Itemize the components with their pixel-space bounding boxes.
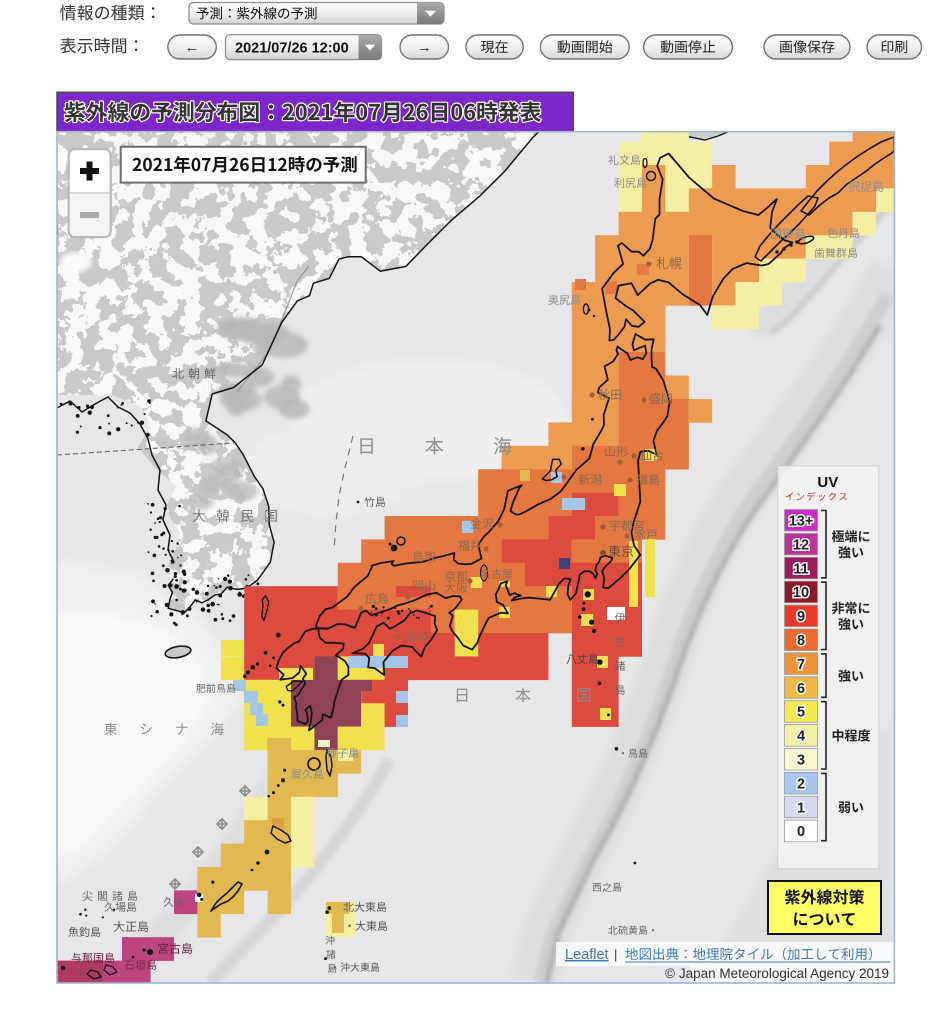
svg-text:12: 12 — [793, 537, 809, 553]
svg-text:8: 8 — [797, 633, 805, 649]
svg-text:5: 5 — [797, 705, 805, 721]
svg-text:|: | — [614, 947, 617, 962]
svg-text:11: 11 — [793, 561, 808, 577]
svg-text:UV: UV — [817, 474, 838, 491]
svg-text:4: 4 — [797, 729, 805, 745]
svg-text:2021/07/26 12:00: 2021/07/26 12:00 — [235, 41, 349, 57]
svg-text:© Japan Meteorological Agency: © Japan Meteorological Agency 2019 — [665, 966, 889, 981]
svg-text:13+: 13+ — [789, 514, 814, 530]
svg-text:Leaflet: Leaflet — [565, 947, 609, 963]
svg-text:9: 9 — [797, 609, 805, 625]
svg-text:10: 10 — [793, 585, 809, 601]
svg-text:1: 1 — [797, 800, 805, 816]
svg-text:←: ← — [185, 39, 200, 56]
svg-text:3: 3 — [797, 753, 805, 769]
svg-text:7: 7 — [797, 657, 805, 673]
svg-text:→: → — [417, 39, 432, 56]
svg-text:6: 6 — [797, 681, 805, 697]
svg-text:2: 2 — [797, 776, 805, 792]
svg-text:0: 0 — [797, 824, 805, 840]
